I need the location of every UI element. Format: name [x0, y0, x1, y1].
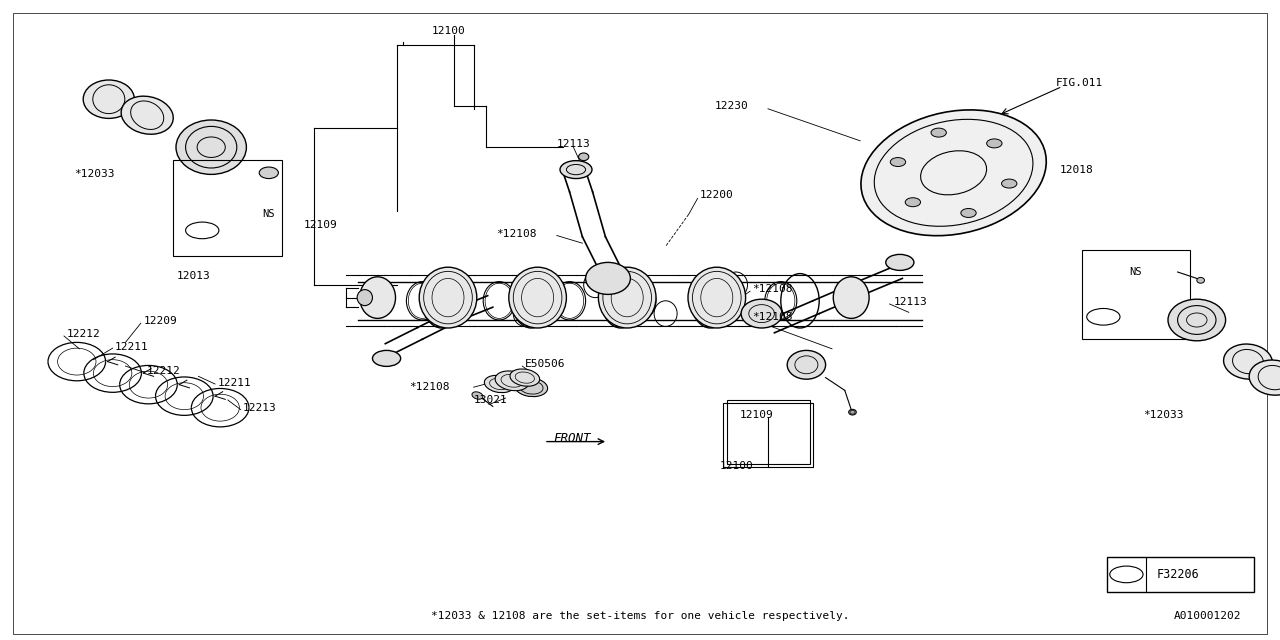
Ellipse shape — [599, 268, 657, 328]
Ellipse shape — [961, 209, 977, 218]
Ellipse shape — [833, 276, 869, 319]
Text: 12213: 12213 — [243, 403, 276, 413]
Ellipse shape — [372, 351, 401, 366]
Text: 1: 1 — [200, 226, 205, 235]
Ellipse shape — [861, 110, 1046, 236]
Ellipse shape — [741, 300, 782, 328]
Text: 12113: 12113 — [557, 139, 590, 149]
Ellipse shape — [891, 157, 906, 166]
Text: *12033: *12033 — [1143, 410, 1184, 420]
Ellipse shape — [905, 198, 920, 207]
Ellipse shape — [561, 161, 591, 179]
Text: 12200: 12200 — [700, 190, 733, 200]
Text: *12108: *12108 — [753, 312, 794, 322]
Text: 12100: 12100 — [431, 26, 465, 36]
Bar — [1107, 557, 1254, 592]
Text: FRONT: FRONT — [553, 432, 590, 445]
Bar — [727, 400, 810, 464]
Text: F32206: F32206 — [1156, 568, 1199, 581]
Text: E50506: E50506 — [525, 358, 566, 369]
Text: NS: NS — [262, 209, 275, 220]
Ellipse shape — [83, 80, 134, 118]
Ellipse shape — [177, 120, 247, 175]
Text: 12212: 12212 — [147, 366, 180, 376]
Text: 12211: 12211 — [218, 378, 251, 388]
Ellipse shape — [509, 268, 566, 328]
Ellipse shape — [484, 375, 515, 393]
Text: A010001202: A010001202 — [1174, 611, 1242, 621]
Bar — [723, 403, 813, 467]
Ellipse shape — [586, 262, 631, 294]
Text: *12108: *12108 — [497, 228, 538, 239]
Text: 12211: 12211 — [115, 342, 148, 352]
Circle shape — [1087, 308, 1120, 325]
Ellipse shape — [1001, 179, 1016, 188]
Circle shape — [1110, 566, 1143, 583]
Text: 12109: 12109 — [303, 220, 337, 230]
Ellipse shape — [515, 378, 548, 397]
Ellipse shape — [495, 371, 529, 390]
Text: *12033 & 12108 are the set-items for one vehicle respectively.: *12033 & 12108 are the set-items for one… — [431, 611, 849, 621]
Ellipse shape — [360, 276, 396, 319]
Bar — [173, 160, 282, 256]
Text: 12209: 12209 — [143, 316, 177, 326]
Bar — [1082, 250, 1190, 339]
Ellipse shape — [689, 268, 745, 328]
Text: 12109: 12109 — [740, 410, 773, 420]
Text: 12230: 12230 — [714, 100, 748, 111]
Text: *12108: *12108 — [410, 382, 451, 392]
Ellipse shape — [787, 351, 826, 379]
Ellipse shape — [122, 96, 173, 134]
Ellipse shape — [420, 268, 477, 328]
Ellipse shape — [987, 139, 1002, 148]
Ellipse shape — [472, 392, 483, 399]
Text: 12212: 12212 — [67, 329, 100, 339]
Ellipse shape — [931, 128, 946, 137]
Text: NS: NS — [1129, 267, 1142, 277]
Text: 12018: 12018 — [1060, 164, 1093, 175]
Ellipse shape — [849, 410, 856, 415]
Ellipse shape — [1169, 300, 1226, 341]
Ellipse shape — [1197, 278, 1204, 283]
Text: 13021: 13021 — [474, 395, 507, 405]
Text: 12113: 12113 — [893, 297, 927, 307]
Circle shape — [186, 222, 219, 239]
Text: 12013: 12013 — [177, 271, 210, 282]
Ellipse shape — [1224, 344, 1272, 379]
Ellipse shape — [509, 369, 540, 387]
Text: FIG.011: FIG.011 — [1056, 78, 1103, 88]
Ellipse shape — [1249, 360, 1280, 395]
Text: 12100: 12100 — [719, 461, 753, 471]
Text: 1: 1 — [1101, 312, 1106, 321]
Ellipse shape — [357, 289, 372, 306]
Text: *12033: *12033 — [74, 169, 115, 179]
Ellipse shape — [886, 255, 914, 271]
Text: 1: 1 — [1124, 570, 1129, 579]
Ellipse shape — [579, 153, 589, 161]
Text: *12108: *12108 — [753, 284, 794, 294]
Ellipse shape — [259, 167, 279, 179]
